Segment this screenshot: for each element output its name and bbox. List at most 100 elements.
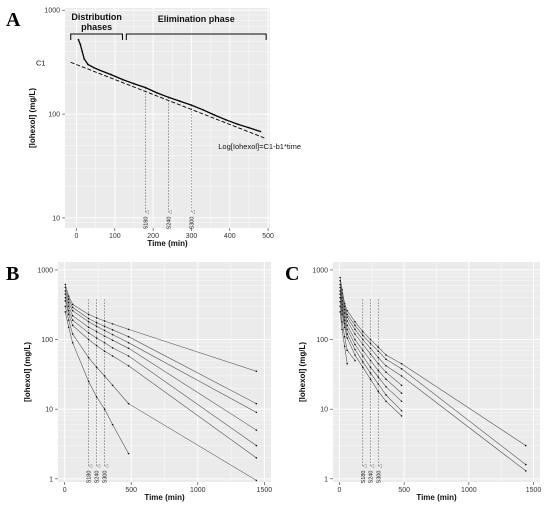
data-point [103, 341, 106, 344]
x-tick-label: 0 [75, 233, 79, 240]
data-point [377, 346, 380, 348]
data-point [346, 328, 349, 331]
data-point [87, 380, 90, 383]
data-point [111, 355, 114, 357]
data-point [87, 326, 90, 329]
x-tick-label: 300 [186, 233, 198, 240]
data-point [71, 341, 74, 344]
data-point [111, 384, 114, 387]
data-point [361, 338, 364, 341]
y-tick-label: 10 [52, 215, 60, 222]
data-point [339, 286, 341, 289]
data-point [255, 444, 258, 447]
data-point [343, 335, 346, 338]
data-point [67, 319, 70, 321]
data-point [87, 332, 90, 334]
data-point [369, 347, 372, 350]
data-point [127, 328, 130, 331]
data-point [361, 349, 364, 352]
sample-marker-label: S300 [189, 217, 195, 230]
data-point [385, 378, 387, 380]
data-point [361, 366, 364, 369]
data-point [213, 114, 216, 116]
data-point [346, 309, 349, 312]
y-tick-label: 10 [320, 407, 328, 414]
data-point [95, 321, 98, 324]
data-point [225, 118, 227, 121]
x-axis-title: Time (min) [144, 493, 185, 502]
data-point [354, 320, 356, 323]
c1-annotation: C1 [36, 58, 46, 67]
data-point [400, 409, 403, 412]
data-point [87, 356, 90, 359]
data-point [127, 347, 130, 350]
phase-label-distribution: Distribution phases [71, 12, 122, 32]
x-tick-label: 200 [147, 233, 159, 240]
data-point [111, 323, 114, 325]
x-tick-label: 1000 [461, 487, 477, 494]
y-tick-label: 10 [45, 407, 53, 414]
y-tick-label: 1000 [37, 267, 53, 274]
y-tick-label: 100 [316, 337, 328, 344]
data-point [341, 320, 343, 323]
x-tick-label: 500 [398, 487, 410, 494]
sample-marker-label: S300 [376, 471, 382, 484]
data-point [127, 452, 130, 455]
series-line [339, 301, 402, 417]
data-point [190, 104, 193, 106]
data-point [95, 330, 98, 333]
sample-marker-label: S240 [369, 471, 375, 484]
data-point [103, 335, 106, 337]
chart-panel-b: 1 10 100 1000 0 500 1000 1500 Time (min) [Iohexol… [23, 262, 272, 502]
y-tick-label: 1000 [44, 8, 60, 15]
data-point [83, 57, 86, 60]
data-point [255, 429, 258, 431]
data-point [369, 359, 372, 362]
series-line [339, 287, 402, 386]
data-point [87, 317, 90, 320]
data-point [400, 368, 403, 370]
x-tick-label: 0 [63, 487, 67, 494]
data-point [95, 317, 98, 319]
data-point [127, 341, 130, 344]
data-point [103, 350, 106, 353]
data-point [354, 348, 356, 351]
data-point [248, 126, 250, 129]
data-point [71, 319, 74, 321]
series-line [65, 311, 129, 454]
data-point [385, 358, 387, 361]
data-point [369, 353, 372, 355]
data-point [339, 296, 341, 299]
data-point [103, 375, 106, 377]
data-point [361, 360, 364, 363]
data-point [81, 50, 84, 53]
data-point [255, 370, 258, 373]
data-point [111, 423, 114, 426]
data-point [156, 91, 158, 94]
data-point [255, 402, 258, 405]
data-point [103, 329, 106, 332]
data-point [369, 338, 372, 341]
data-point [87, 313, 90, 316]
data-point [346, 333, 349, 335]
data-point [79, 43, 82, 46]
data-point [255, 479, 258, 482]
data-point [339, 276, 341, 279]
data-point [369, 342, 372, 345]
plot-background [65, 8, 270, 228]
data-point [67, 305, 70, 308]
data-point [377, 362, 380, 365]
data-point [354, 338, 356, 341]
sample-marker-label: S180 [143, 217, 149, 230]
data-point [127, 364, 130, 367]
data-point [354, 333, 356, 335]
data-point [259, 130, 262, 133]
data-point [339, 283, 341, 286]
data-point [67, 313, 70, 316]
data-point [377, 390, 380, 393]
data-point [67, 326, 70, 329]
data-point [64, 283, 67, 286]
data-point [71, 333, 74, 335]
data-point [354, 328, 356, 331]
